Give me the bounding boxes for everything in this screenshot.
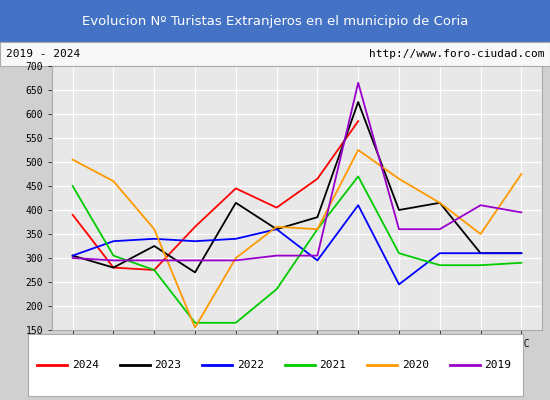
Text: http://www.foro-ciudad.com: http://www.foro-ciudad.com (369, 49, 544, 59)
Text: 2021: 2021 (320, 360, 346, 370)
Text: 2020: 2020 (402, 360, 429, 370)
Text: 2019: 2019 (485, 360, 512, 370)
Text: Evolucion Nº Turistas Extranjeros en el municipio de Coria: Evolucion Nº Turistas Extranjeros en el … (82, 14, 468, 28)
Text: 2023: 2023 (155, 360, 182, 370)
Text: 2019 - 2024: 2019 - 2024 (6, 49, 80, 59)
Text: 2024: 2024 (72, 360, 99, 370)
Text: 2022: 2022 (237, 360, 264, 370)
